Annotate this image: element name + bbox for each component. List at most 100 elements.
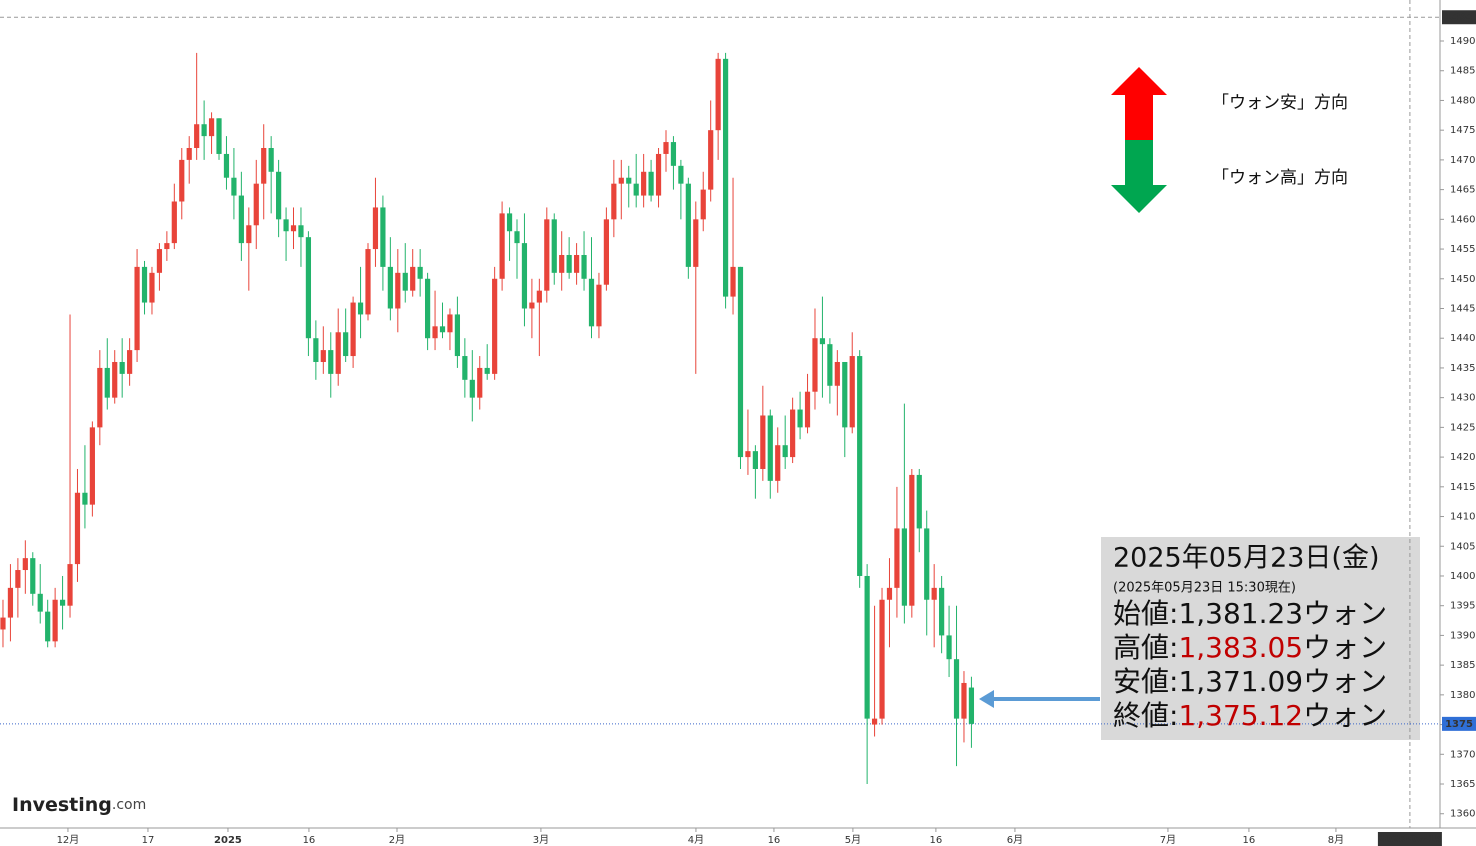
x-tick-label: 7月 (1160, 834, 1176, 846)
info-line: 高値:1,383.05ウォン (1113, 631, 1387, 664)
candle-body (626, 177, 632, 184)
info-subtitle: (2025年05月23日 15:30現在) (1113, 581, 1296, 596)
y-tick-label: 1475 (1450, 125, 1475, 136)
candle-body (231, 177, 237, 196)
x-tick-label: 2月 (389, 834, 405, 846)
candle-body (685, 183, 691, 267)
candle-body (22, 558, 28, 571)
candle-body (328, 350, 334, 374)
info-line: 安値:1,371.09ウォン (1113, 665, 1387, 698)
x-tick-label: 6月 (1007, 834, 1023, 846)
candle-body (0, 617, 6, 630)
candle-body (112, 361, 118, 398)
candle-body (819, 338, 826, 345)
info-unit: ウォン (1303, 699, 1387, 732)
candle-body (603, 219, 609, 285)
candle-body (74, 492, 81, 565)
candle-body (544, 219, 550, 291)
candle-body (551, 219, 557, 273)
candle-body (30, 558, 36, 594)
candle-body (693, 219, 699, 267)
info-value: 1,371.09 (1178, 665, 1303, 698)
candle-body (655, 153, 662, 196)
candle-body (782, 445, 788, 458)
candle-body (350, 302, 356, 357)
candle-body (946, 635, 952, 660)
date-marker-label: 2025-08-15 (1378, 834, 1442, 845)
info-value: 1,381.23 (1178, 597, 1303, 630)
legend-label: 「ウォン安」方向 (1212, 93, 1348, 113)
candle-body (611, 183, 617, 220)
candle-body (417, 266, 423, 279)
candle-body (901, 528, 907, 606)
candle-body (663, 142, 669, 154)
candle-body (566, 254, 572, 273)
info-box (1101, 537, 1420, 740)
info-value: 1,383.05 (1178, 631, 1303, 664)
x-tick-label: 16 (303, 835, 316, 846)
info-title: 2025年05月23日(金) (1113, 543, 1380, 574)
y-tick-label: 1405 (1450, 541, 1475, 552)
y-tick-label: 1385 (1450, 660, 1475, 671)
candle-body (477, 367, 483, 398)
candle-body (201, 124, 207, 137)
candle-body (164, 243, 170, 250)
candle-body (372, 207, 379, 250)
candle-body (141, 266, 148, 303)
candle-body (439, 326, 446, 333)
top-line-box (1442, 10, 1476, 25)
candle-body (268, 148, 274, 172)
candle-body (760, 415, 766, 469)
candle-body (380, 207, 386, 267)
candle-body (97, 367, 103, 428)
candle-body (790, 409, 796, 458)
candle-body (276, 171, 282, 220)
candle-body (961, 682, 967, 719)
y-tick-label: 1425 (1450, 422, 1475, 433)
candle-body (52, 599, 58, 642)
candle-body (864, 575, 870, 719)
candle-body (357, 302, 364, 315)
pointer-arrow-head (979, 690, 994, 708)
candle-body (484, 367, 490, 374)
candle-body (149, 272, 155, 303)
y-tick-label: 1480 (1450, 95, 1475, 106)
x-tick-label: 16 (768, 835, 781, 846)
x-tick-label: 12月 (57, 834, 80, 846)
candle-body (119, 361, 125, 374)
up-arrow (1111, 67, 1167, 140)
candle-body (916, 474, 922, 529)
candle-body (261, 148, 267, 184)
candle-body (953, 659, 960, 719)
logo-suffix: .com (112, 797, 146, 813)
candle-body (425, 278, 431, 339)
candle-body (722, 58, 729, 297)
candle-body (89, 427, 95, 505)
y-tick-label: 1465 (1450, 185, 1475, 196)
info-value: 1,375.12 (1178, 699, 1303, 732)
candle-body (238, 195, 244, 244)
candle-body (939, 587, 945, 636)
x-tick-label: 2025 (214, 835, 242, 846)
candle-body (298, 225, 304, 238)
candle-body (797, 409, 803, 428)
y-tick-label: 1490 (1450, 36, 1475, 47)
candle-body (596, 284, 602, 327)
y-tick-label: 1415 (1450, 482, 1475, 493)
candle-body (581, 254, 587, 279)
y-tick-label: 1430 (1450, 393, 1475, 404)
date-marker-box (1377, 832, 1442, 846)
x-tick-label: 4月 (688, 834, 704, 846)
candle-body (775, 445, 781, 481)
y-tick-label: 1440 (1450, 333, 1475, 344)
info-line: 始値:1,381.23ウォン (1113, 597, 1387, 630)
y-tick-label: 1470 (1450, 155, 1475, 166)
candle-body (931, 587, 937, 600)
candle-body (395, 272, 401, 309)
candle-body (909, 474, 915, 606)
candle-body (745, 451, 751, 458)
candle-body (506, 213, 513, 232)
candle-body (827, 344, 833, 386)
candle-body (588, 278, 595, 327)
y-tick-label: 1370 (1450, 749, 1475, 760)
